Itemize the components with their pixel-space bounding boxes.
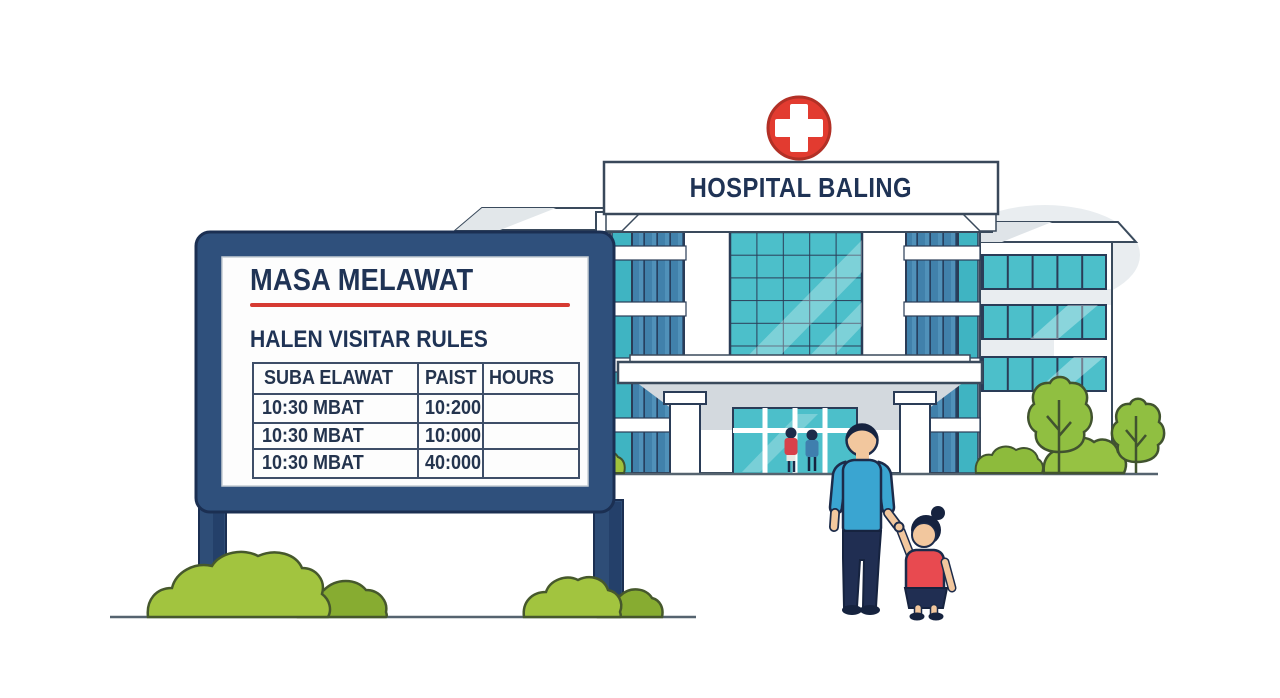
man-forearm-left: [830, 509, 839, 531]
table-header-cell: HOURS: [482, 362, 580, 395]
entrance-person-red: [784, 427, 798, 472]
column-capital: [663, 391, 707, 405]
girl-face: [911, 522, 937, 548]
wing-windows-row2: [981, 304, 1107, 340]
man-torso: [841, 458, 883, 533]
hospital-cross-icon: [766, 95, 832, 161]
bush: [974, 445, 1044, 474]
table-row: 10:30 MBAT 10:200: [252, 393, 580, 424]
girl-shoe: [928, 612, 944, 621]
man-pants: [842, 530, 883, 608]
wing-windows-row1: [981, 254, 1107, 290]
column-shaft: [899, 403, 931, 475]
table-cell: [482, 448, 580, 479]
girl-fringe: [912, 518, 936, 532]
person-legs: [807, 457, 817, 471]
person-head: [785, 427, 797, 439]
column-capital: [893, 391, 937, 405]
floor-band: [609, 245, 687, 261]
person-shorts: [786, 455, 796, 461]
landscaping: [584, 375, 1166, 475]
tree-trunk: [1125, 416, 1147, 473]
board-subtitle: HALEN VISITAR RULES: [250, 326, 488, 353]
tree: [1027, 375, 1093, 473]
father-figure: [828, 423, 902, 615]
table-cell: 10:30 MBAT: [252, 422, 419, 450]
person-body: [805, 440, 819, 457]
table-cell: 10:30 MBAT: [252, 448, 419, 479]
hospital-name-band: [602, 160, 1000, 216]
girl-skirt: [903, 587, 949, 609]
board-title: MASA MELAWAT: [250, 262, 474, 297]
table-cell: 10:000: [417, 422, 484, 450]
curtain-wall: [728, 230, 864, 370]
hands-joined: [893, 521, 905, 533]
tree-trunk: [1046, 400, 1072, 473]
curtain-glare: [736, 240, 862, 368]
man-hair: [846, 423, 878, 441]
title-underline: [250, 303, 570, 307]
column-shaft: [669, 403, 701, 475]
teal-strip-right: [957, 231, 979, 474]
visiting-hours-table: SUBA ELAWAT PAIST HOURS 10:30 MBAT 10:20…: [252, 362, 580, 479]
right-wing-band: [979, 339, 1054, 357]
bush: [522, 576, 623, 619]
window-glare: [1030, 305, 1098, 339]
hospital-name-text: HOSPITAL BALING: [689, 172, 913, 203]
man-neck: [856, 452, 869, 461]
entrance: [616, 354, 984, 475]
tree: [1110, 397, 1166, 473]
table-cell: [482, 393, 580, 424]
left-wing-cornice-shade: [456, 208, 556, 230]
cross-arm-vertical: [790, 104, 808, 152]
child-figure: [893, 506, 957, 621]
table-row: 10:30 MBAT 10:000: [252, 422, 580, 450]
entrance-person-blue: [805, 429, 819, 471]
tree-crown: [1110, 397, 1166, 464]
man-shoe: [842, 605, 862, 615]
person-body: [784, 438, 798, 455]
right-wing: [965, 221, 1139, 474]
entrance-columns: [663, 391, 937, 475]
sign-bushes: [146, 550, 664, 619]
floor-band: [903, 301, 981, 317]
table-cell: 10:200: [417, 393, 484, 424]
right-wing-band: [979, 289, 1111, 305]
girl-shirt: [904, 548, 946, 592]
table-header-cell: PAIST: [417, 362, 484, 395]
person-legs: [787, 461, 796, 472]
table-cell: 10:30 MBAT: [252, 393, 419, 424]
bush: [146, 550, 332, 619]
curtain-glare: [798, 302, 862, 368]
board-post-right-shade: [609, 502, 621, 616]
girl-arm-raised: [898, 528, 913, 557]
girl-hair-bun: [931, 506, 945, 520]
girl-shoe: [909, 612, 925, 621]
person-head: [806, 429, 818, 441]
table-header-row: SUBA ELAWAT PAIST HOURS: [252, 362, 580, 395]
canopy-shadow: [636, 382, 964, 430]
table-cell: [482, 422, 580, 450]
table-cell: 40:000: [417, 448, 484, 479]
table-header-cell: SUBA ELAWAT: [252, 362, 419, 395]
man-shoe: [860, 605, 880, 615]
floor-band: [609, 301, 687, 317]
girl-arm-right: [942, 559, 955, 591]
floor-band: [903, 245, 981, 261]
canopy-slab: [616, 360, 984, 385]
hospital-name-band-group: [602, 95, 1000, 232]
table-row: 10:30 MBAT 40:000: [252, 448, 580, 479]
